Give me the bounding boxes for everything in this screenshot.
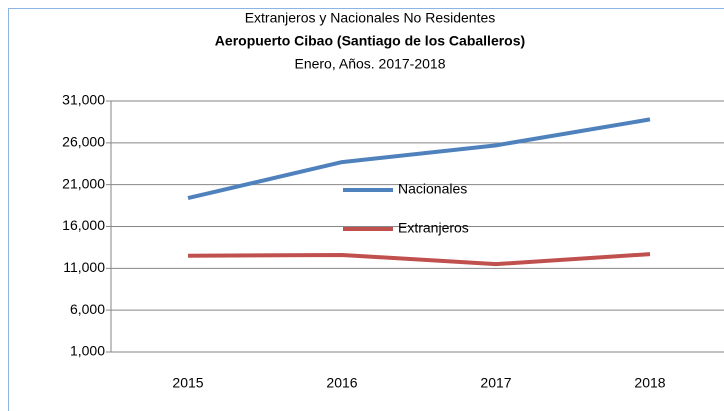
y-tick-label: 16,000: [62, 217, 105, 233]
series-line: [187, 252, 651, 267]
x-tick-label: 2015: [172, 375, 203, 391]
legend-label: Extranjeros: [398, 220, 469, 236]
y-tick-label: 31,000: [62, 92, 105, 108]
y-tick-label: 26,000: [62, 134, 105, 150]
series-line: [187, 117, 651, 201]
y-tick-label: 11,000: [63, 259, 105, 275]
chart-subtitle: Aeropuerto Cibao (Santiago de los Caball…: [215, 33, 525, 49]
y-tick-label: 6,000: [70, 301, 105, 317]
legend-label: Nacionales: [398, 181, 467, 197]
y-tick-label: 21,000: [62, 175, 105, 191]
x-tick-label: 2016: [326, 375, 357, 391]
x-tick-label: 2017: [480, 375, 511, 391]
chart-title: Extranjeros y Nacionales No Residentes: [245, 10, 496, 26]
x-tick-label: 2018: [634, 375, 665, 391]
chart-frame: [8, 8, 724, 411]
y-tick-label: 1,000: [70, 343, 105, 359]
chart-subtitle: Enero, Años. 2017-2018: [294, 56, 445, 72]
